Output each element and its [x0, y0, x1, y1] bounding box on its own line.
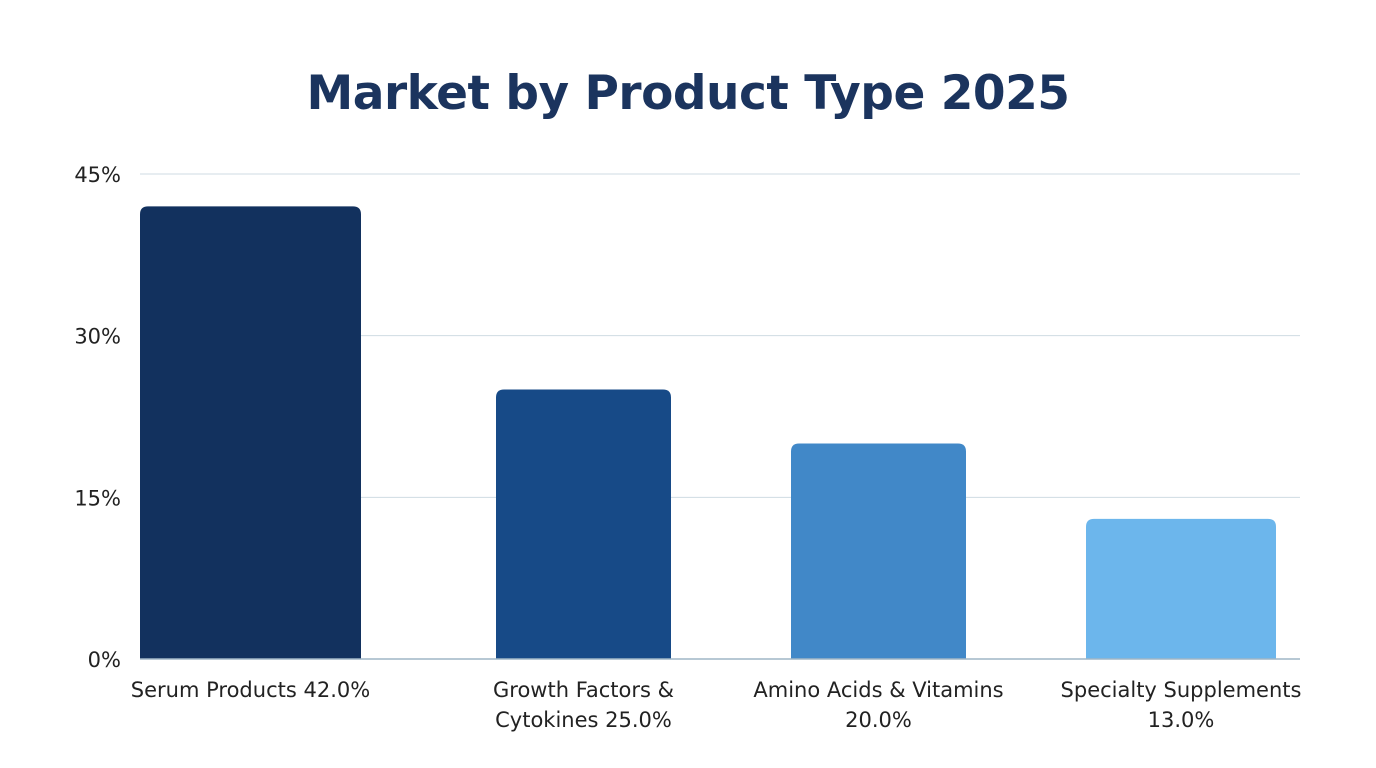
- bar: [1086, 518, 1276, 659]
- x-category-label: Specialty Supplements: [1061, 678, 1302, 702]
- y-tick-label: 30%: [74, 325, 121, 349]
- x-category-label: Growth Factors &: [493, 678, 674, 702]
- y-tick-label: 45%: [74, 163, 121, 187]
- bar: [791, 443, 966, 659]
- y-tick-label: 15%: [74, 486, 121, 510]
- y-tick-label: 0%: [88, 648, 121, 672]
- x-category-label: 20.0%: [845, 708, 912, 732]
- bar: [140, 206, 361, 660]
- x-category-label: 13.0%: [1148, 708, 1215, 732]
- x-category-label: Serum Products 42.0%: [131, 678, 370, 702]
- bar: [496, 389, 671, 659]
- x-category-label: Amino Acids & Vitamins: [753, 678, 1003, 702]
- x-category-label: Cytokines 25.0%: [495, 708, 672, 732]
- chart-title: Market by Product Type 2025: [306, 66, 1070, 121]
